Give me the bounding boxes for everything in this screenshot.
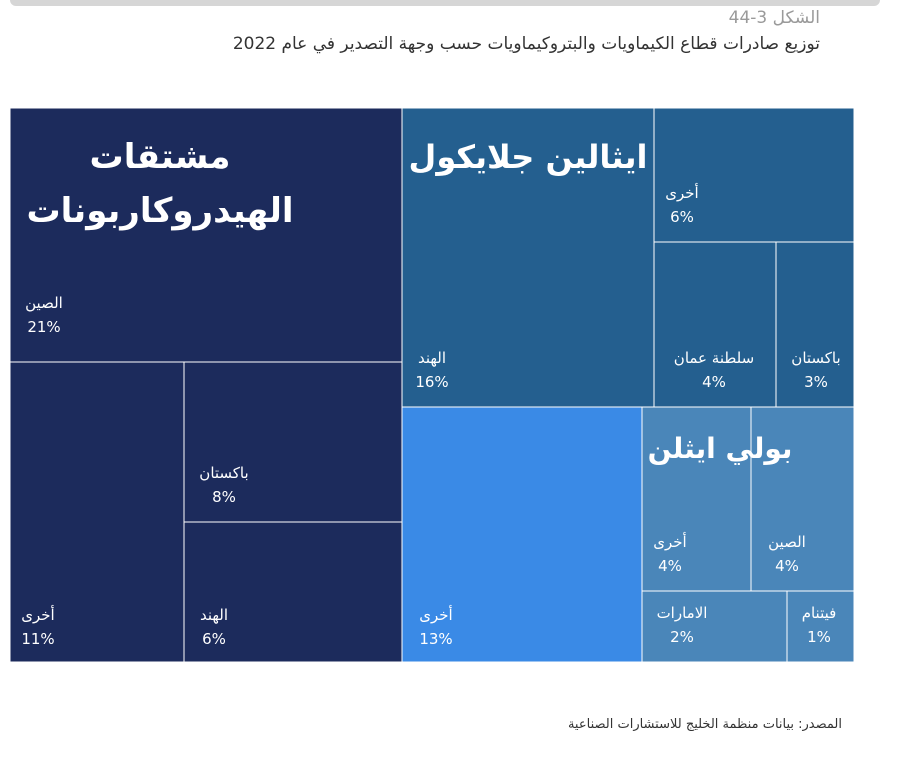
- treemap-cell: [653, 241, 777, 408]
- treemap-cell: [401, 108, 655, 408]
- group-title: ايثالين جلايكول: [409, 138, 648, 176]
- treemap-cell: [401, 406, 643, 662]
- cell-label: سلطنة عمان: [674, 349, 754, 367]
- cell-value: 16%: [415, 373, 448, 391]
- cell-label: أخرى: [665, 183, 698, 202]
- treemap-cell: [183, 361, 403, 523]
- cell-label: الصين: [25, 294, 63, 312]
- treemap-cell: [641, 406, 752, 592]
- cell-label: فيتنام: [802, 604, 837, 622]
- cell-value: 3%: [804, 373, 828, 391]
- treemap-cell: [10, 361, 185, 662]
- cell-label: أخرى: [21, 605, 54, 624]
- treemap-cell: [641, 590, 788, 662]
- treemap-cell: [786, 590, 854, 662]
- treemap-cell: [653, 108, 854, 243]
- treemap-cell: [10, 108, 403, 363]
- cell-value: 6%: [202, 630, 226, 648]
- cell-value: 8%: [212, 488, 236, 506]
- cell-label: الامارات: [657, 604, 708, 622]
- chart-title: توزيع صادرات قطاع الكيماويات والبتروكيما…: [232, 34, 820, 54]
- cell-value: 2%: [670, 628, 694, 646]
- top-divider: [10, 0, 880, 6]
- cell-value: 1%: [807, 628, 831, 646]
- figure-label: الشكل 3-44: [728, 8, 820, 28]
- group-title: مشتقات: [90, 137, 231, 177]
- cell-value: 21%: [27, 318, 60, 336]
- cell-label: باكستان: [199, 464, 248, 482]
- cell-value: 4%: [702, 373, 726, 391]
- treemap-cell: [775, 241, 854, 408]
- group-title: بولي ايثلن: [648, 432, 793, 465]
- cell-label: الهند: [418, 349, 446, 367]
- cell-label: الصين: [768, 533, 806, 551]
- group-title: الهيدروكاربونات: [27, 191, 294, 231]
- cell-label: الهند: [200, 606, 228, 624]
- cell-value: 4%: [775, 557, 799, 575]
- cell-value: 11%: [21, 630, 54, 648]
- cell-value: 4%: [658, 557, 682, 575]
- cell-label: أخرى: [653, 532, 686, 551]
- treemap-chart: الصين 21% باكستان 8% الهند 6% أخرى 11% الهند 16% أ…: [10, 108, 854, 662]
- cell-label: باكستان: [791, 349, 840, 367]
- source-note: المصدر: بيانات منظمة الخليج للاستشارات ا…: [567, 717, 842, 732]
- cell-label: أخرى: [419, 605, 452, 624]
- cell-value: 6%: [670, 208, 694, 226]
- cell-value: 13%: [419, 630, 452, 648]
